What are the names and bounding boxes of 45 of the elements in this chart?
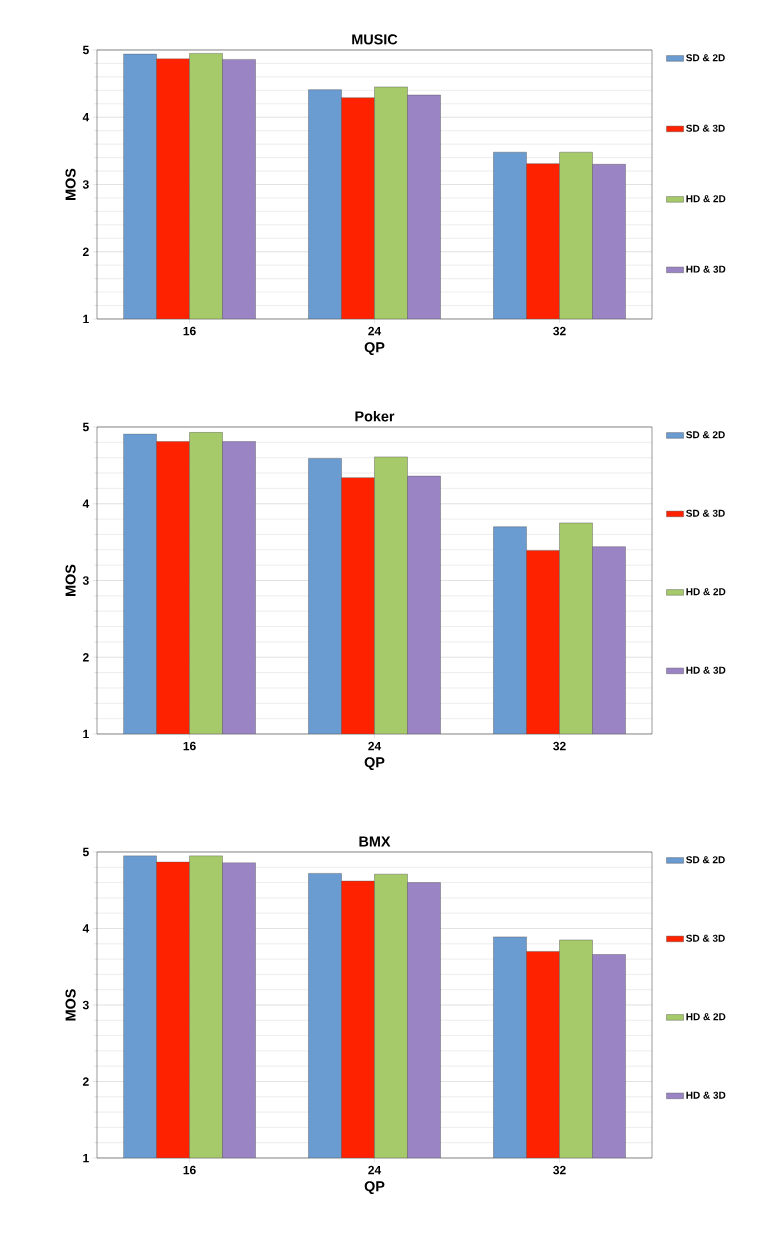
x-tick-label: 32 (553, 741, 566, 751)
x-tick-label: 24 (368, 326, 382, 336)
x-tick-label: 32 (553, 1165, 566, 1175)
y-tick-label: 2 (82, 247, 89, 256)
y-tick-label: 2 (82, 653, 89, 662)
y-tick-label: 4 (82, 499, 90, 508)
y-tick-label: 3 (82, 1000, 89, 1010)
legend-label: SD & 2D (686, 856, 725, 864)
chart-title: MUSIC (352, 34, 398, 45)
legend-label: SD & 2D (686, 54, 725, 62)
legend-label: HD & 2D (686, 588, 726, 596)
legend-label: HD & 3D (686, 666, 726, 674)
chart-title: BMX (359, 836, 391, 847)
legend-label: HD & 3D (686, 265, 726, 273)
x-tick-label: 24 (368, 1165, 382, 1175)
y-tick-label: 2 (82, 1077, 89, 1086)
legend-label: SD & 3D (686, 124, 725, 132)
x-tick-label: 16 (183, 326, 196, 336)
x-axis-title: QP (364, 757, 385, 771)
x-axis-title: QP (364, 342, 385, 356)
y-axis-title: MOS (65, 989, 76, 1021)
legend-label: HD & 2D (686, 1013, 726, 1021)
x-tick-label: 16 (183, 741, 196, 751)
x-tick-label: 16 (183, 1165, 196, 1175)
chart-title: Poker (355, 410, 395, 422)
y-axis-title: MOS (65, 564, 76, 596)
legend-label: HD & 2D (686, 195, 726, 203)
y-tick-label: 1 (83, 1153, 89, 1163)
legend-label: SD & 3D (686, 934, 725, 942)
y-tick-label: 5 (82, 45, 89, 55)
y-tick-label: 5 (82, 422, 89, 432)
legend-label: SD & 3D (686, 509, 725, 517)
legend-label: SD & 2D (686, 431, 725, 439)
y-tick-label: 1 (83, 729, 89, 739)
legend-label: HD & 3D (686, 1091, 726, 1099)
x-tick-label: 24 (368, 741, 382, 751)
x-axis-title: QP (364, 1181, 385, 1195)
y-tick-label: 4 (82, 113, 90, 122)
y-tick-label: 4 (82, 924, 90, 933)
x-tick-label: 32 (553, 326, 566, 336)
y-axis-title: MOS (65, 168, 76, 200)
y-tick-label: 1 (83, 314, 89, 324)
y-tick-label: 3 (82, 180, 89, 189)
y-tick-label: 3 (82, 576, 89, 585)
y-tick-label: 5 (82, 847, 89, 857)
